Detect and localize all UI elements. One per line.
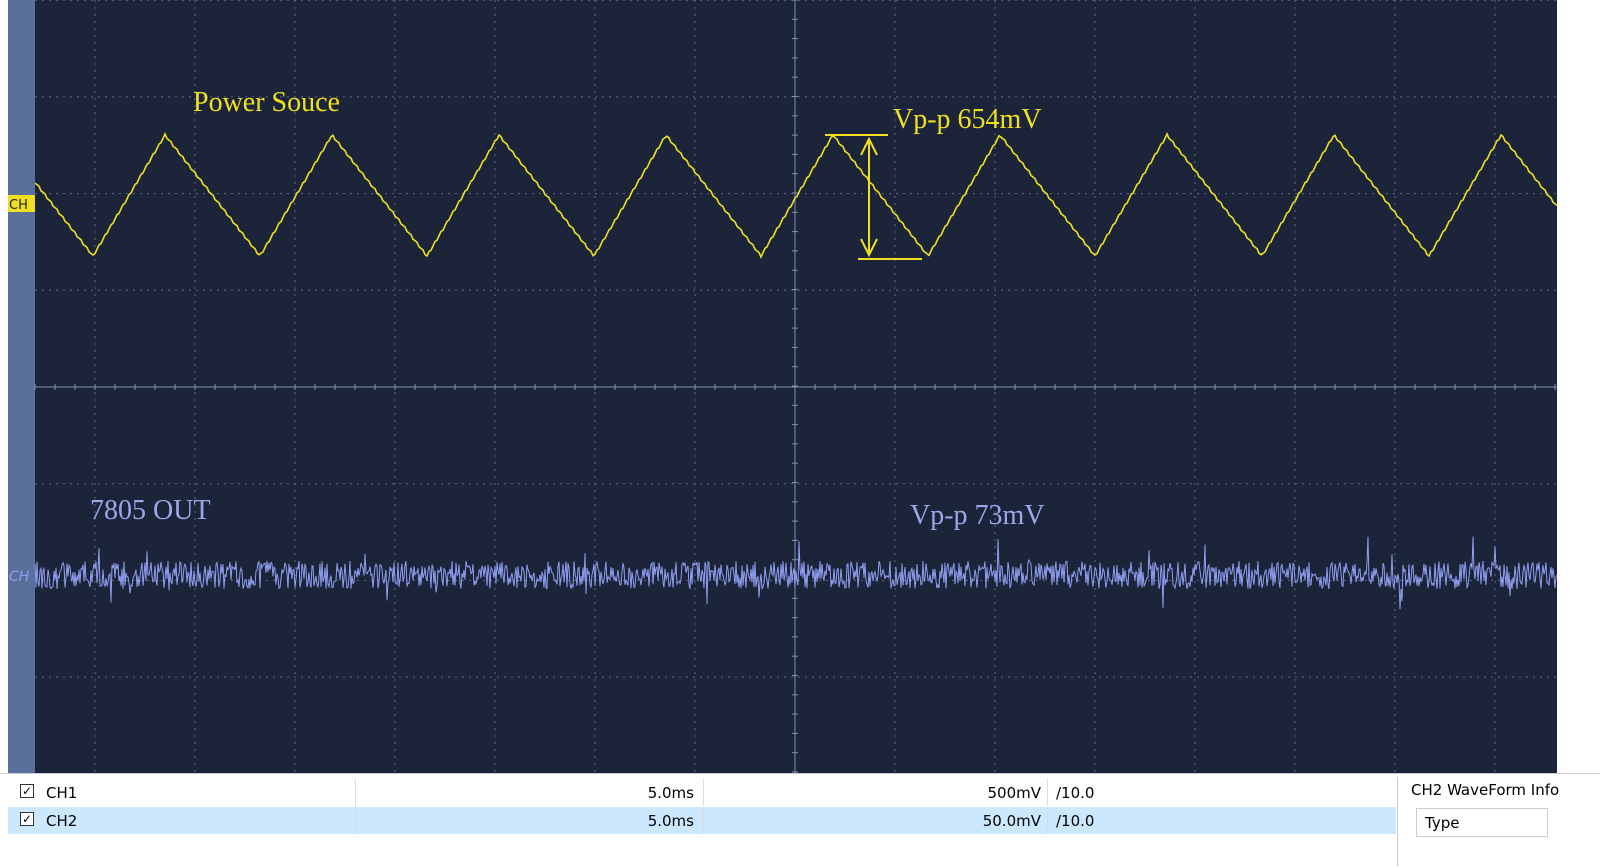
ch2-waveform bbox=[34, 536, 1558, 610]
probe: /10.0 bbox=[1056, 812, 1095, 830]
ch1-marker bbox=[8, 195, 35, 212]
channel-name: CH2 bbox=[46, 812, 78, 830]
scale: 50.0mV bbox=[982, 812, 1041, 830]
ch1-vpp: Vp-p 654mV bbox=[893, 104, 1042, 135]
checkbox[interactable]: ✓ bbox=[20, 784, 34, 798]
ch2-vpp: Vp-p 73mV bbox=[910, 500, 1045, 531]
info-field[interactable]: Type bbox=[1416, 808, 1548, 837]
timebase: 5.0ms bbox=[647, 812, 694, 830]
timebase: 5.0ms bbox=[647, 784, 694, 802]
channel-row[interactable]: ✓ CH2 5.0ms 50.0mV /10.0 bbox=[8, 807, 1396, 834]
checkbox[interactable]: ✓ bbox=[20, 812, 34, 826]
channel-row[interactable]: ✓ CH1 5.0ms 500mV /10.0 bbox=[8, 779, 1396, 806]
info-title: CH2 WaveForm Info bbox=[1411, 781, 1560, 799]
probe: /10.0 bbox=[1056, 784, 1095, 802]
vpp-arrow bbox=[825, 134, 922, 260]
ch2-marker-label: CH bbox=[9, 569, 30, 585]
ch1-marker-label: CH bbox=[9, 198, 28, 213]
scope-screen: CH CH Power Souce Vp-p 654mV 7805 OUT Vp… bbox=[8, 0, 1558, 773]
info-field-label: Type bbox=[1425, 814, 1460, 832]
scale: 500mV bbox=[987, 784, 1041, 802]
channel-name: CH1 bbox=[46, 784, 78, 802]
ch1-annotation: Power Souce bbox=[193, 87, 340, 118]
ch2-annotation: 7805 OUT bbox=[90, 495, 211, 526]
marker-strip bbox=[8, 0, 35, 773]
info-panel: CH2 WaveForm Info Type bbox=[1397, 777, 1560, 866]
ch1-waveform bbox=[34, 132, 1558, 259]
grid bbox=[34, 0, 1557, 773]
